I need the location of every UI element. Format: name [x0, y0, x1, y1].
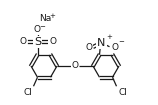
Text: O: O: [85, 43, 92, 52]
Text: Cl: Cl: [118, 88, 127, 97]
Text: Na: Na: [39, 14, 52, 23]
Text: Cl: Cl: [23, 88, 32, 97]
Text: S: S: [34, 37, 41, 47]
Text: O: O: [111, 43, 118, 52]
Text: −: −: [118, 39, 124, 45]
Text: N: N: [97, 38, 106, 48]
Text: −: −: [40, 24, 46, 30]
Text: O: O: [19, 37, 26, 46]
Text: O: O: [34, 25, 41, 34]
Text: +: +: [50, 13, 55, 19]
Text: O: O: [49, 37, 56, 46]
Text: +: +: [106, 34, 112, 40]
Text: O: O: [72, 62, 79, 70]
